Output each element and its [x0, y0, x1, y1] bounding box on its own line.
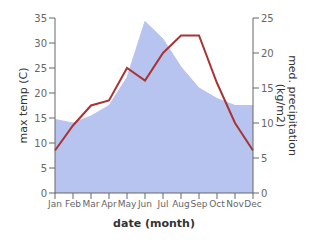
svg-text:med. precipitation(kg/m2): med. precipitation(kg/m2) — [275, 55, 300, 156]
svg-text:10: 10 — [34, 138, 47, 149]
svg-text:20: 20 — [261, 48, 274, 59]
svg-text:Feb: Feb — [65, 199, 81, 209]
svg-text:Mar: Mar — [83, 199, 100, 209]
svg-text:35: 35 — [34, 13, 47, 24]
svg-text:Aug: Aug — [172, 199, 190, 209]
svg-text:0: 0 — [261, 188, 267, 199]
svg-text:Jan: Jan — [47, 199, 62, 209]
svg-text:25: 25 — [261, 13, 274, 24]
svg-text:May: May — [118, 199, 137, 209]
svg-text:Nov: Nov — [226, 199, 244, 209]
svg-text:5: 5 — [261, 153, 267, 164]
svg-text:Jul: Jul — [157, 199, 169, 209]
svg-text:0: 0 — [41, 188, 47, 199]
svg-text:max temp (C): max temp (C) — [17, 67, 30, 143]
svg-text:15: 15 — [34, 113, 47, 124]
svg-text:30: 30 — [34, 38, 47, 49]
svg-text:10: 10 — [261, 118, 274, 129]
svg-text:15: 15 — [261, 83, 274, 94]
svg-text:20: 20 — [34, 88, 47, 99]
svg-text:Dec: Dec — [244, 199, 261, 209]
svg-text:5: 5 — [41, 163, 47, 174]
svg-text:25: 25 — [34, 63, 47, 74]
svg-text:Jun: Jun — [137, 199, 152, 209]
svg-text:Apr: Apr — [101, 199, 117, 209]
svg-text:Sep: Sep — [191, 199, 208, 209]
svg-text:date (month): date (month) — [113, 217, 195, 230]
svg-text:Oct: Oct — [209, 199, 225, 209]
